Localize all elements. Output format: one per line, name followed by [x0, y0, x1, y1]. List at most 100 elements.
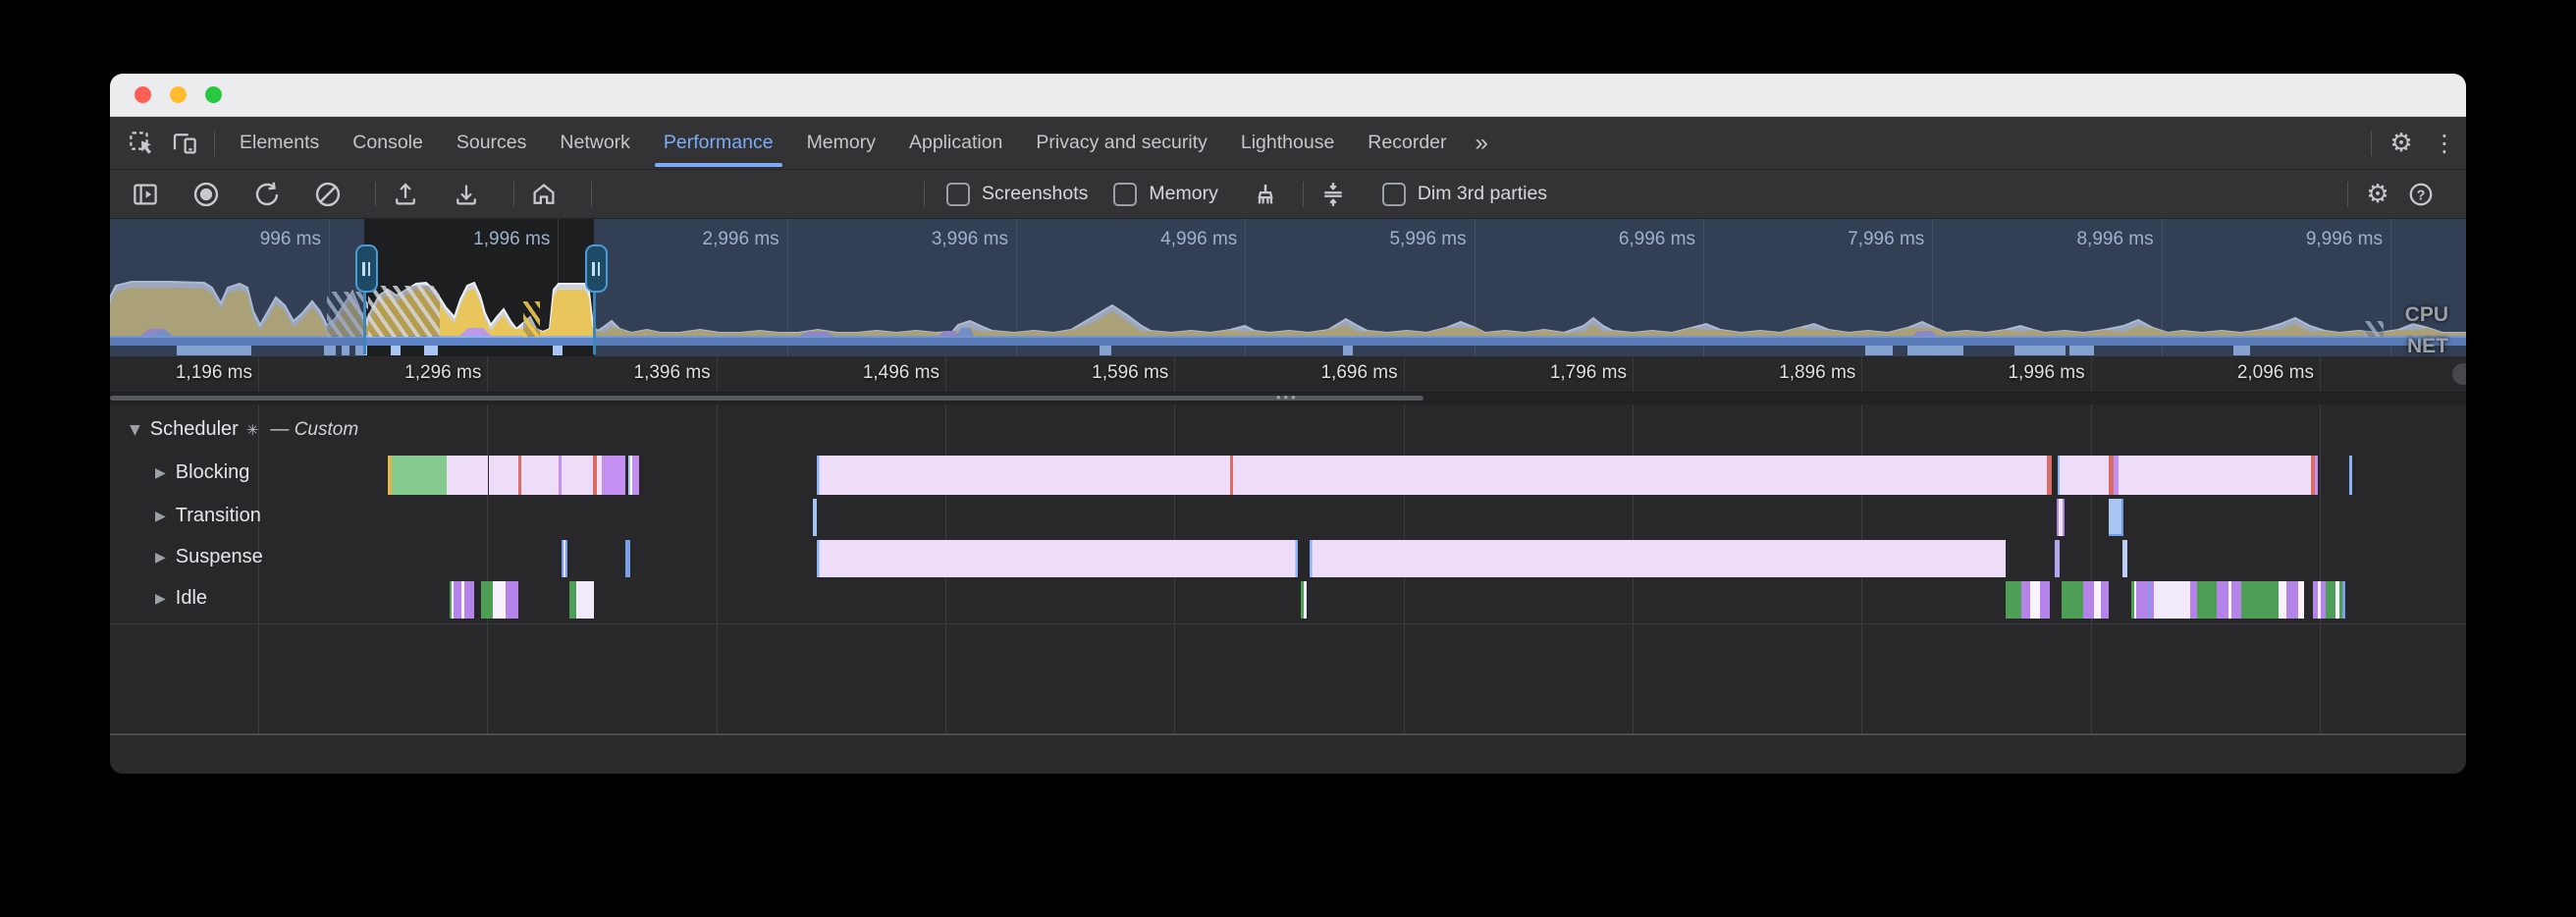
timeline-event-bar[interactable] [2058, 456, 2060, 495]
timeline-event-bar[interactable] [2047, 456, 2052, 495]
timeline-event-bar[interactable] [2279, 581, 2286, 619]
track-header-scheduler[interactable]: ▼ Scheduler ✳ — Custom [130, 418, 358, 441]
timeline-event-bar[interactable] [454, 581, 461, 619]
timeline-event-bar[interactable] [447, 456, 488, 495]
timeline-event-bar[interactable] [506, 581, 518, 619]
tab-recorder[interactable]: Recorder [1368, 132, 1447, 153]
timeline-event-bar[interactable] [388, 456, 392, 495]
inspect-element-icon[interactable] [120, 122, 163, 165]
timeline-overview[interactable]: 996 ms 1,996 ms 2,996 ms 3,996 ms 4,996 ms 5,… [110, 219, 2466, 356]
timeline-event-bar[interactable] [518, 456, 521, 495]
timeline-event-bar[interactable] [461, 581, 464, 619]
garbage-collect-icon[interactable] [1244, 173, 1287, 216]
timeline-event-bar[interactable] [493, 581, 506, 619]
timeline-event-bar[interactable] [521, 456, 559, 495]
tab-sources[interactable]: Sources [456, 132, 527, 153]
track-row-label-suspense[interactable]: ▶ Suspense [155, 546, 263, 568]
timeline-event-bar[interactable] [2060, 456, 2109, 495]
timeline-event-bar[interactable] [817, 456, 2047, 495]
timeline-event-bar[interactable] [2217, 581, 2228, 619]
kebab-menu-icon[interactable]: ⋮ [2433, 129, 2456, 157]
screenshots-checkbox-row[interactable]: Screenshots [946, 182, 1088, 206]
tab-application[interactable]: Application [908, 132, 1003, 153]
timeline-ruler[interactable]: 1,196 ms 1,296 ms 1,396 ms 1,496 ms 1,596 ms… [110, 356, 2466, 393]
timeline-event-bar[interactable] [2083, 581, 2094, 619]
timeline-event-bar[interactable] [1230, 456, 1233, 495]
timeline-event-bar[interactable] [2318, 581, 2321, 619]
timeline-event-bar[interactable] [2057, 499, 2065, 536]
timeline-event-bar[interactable] [2122, 540, 2127, 577]
tab-performance[interactable]: Performance [647, 117, 790, 169]
device-toolbar-icon[interactable] [163, 122, 206, 165]
performance-settings-gear-icon[interactable]: ⚙ [2366, 179, 2389, 209]
timeline-event-bar[interactable] [2342, 581, 2345, 619]
timeline-event-bar[interactable] [2335, 581, 2339, 619]
timeline-event-bar[interactable] [2094, 581, 2101, 619]
timeline-event-bar[interactable] [2349, 456, 2352, 495]
timeline-event-bar[interactable] [628, 456, 632, 495]
timeline-event-bar[interactable] [817, 540, 1298, 577]
timeline-event-bar[interactable] [2321, 581, 2326, 619]
track-row-label-blocking[interactable]: ▶ Blocking [155, 461, 249, 484]
timeline-event-bar[interactable] [2228, 581, 2231, 619]
zoom-window-button[interactable] [205, 86, 222, 103]
timeline-event-bar[interactable] [2136, 581, 2148, 619]
timeline-event-bar[interactable] [2109, 456, 2114, 495]
timeline-event-bar[interactable] [2021, 581, 2030, 619]
tab-network[interactable]: Network [560, 132, 630, 153]
scroll-knob[interactable] [2452, 363, 2466, 385]
timeline-event-bar[interactable] [1310, 540, 2006, 577]
timeline-event-bar[interactable] [2148, 581, 2150, 619]
timeline-event-bar[interactable] [1301, 581, 1304, 619]
timeline-event-bar[interactable] [2313, 581, 2318, 619]
timeline-event-bar[interactable] [2154, 581, 2190, 619]
timeline-event-bar[interactable] [2315, 456, 2318, 495]
timeline-event-bar[interactable] [562, 456, 593, 495]
screenshots-checkbox[interactable] [946, 182, 970, 206]
track-row-label-idle[interactable]: ▶ Idle [155, 587, 207, 610]
timeline-event-bar[interactable] [1304, 581, 1307, 619]
tab-lighthouse[interactable]: Lighthouse [1240, 132, 1335, 153]
timeline-event-bar[interactable] [2055, 540, 2060, 577]
timeline-event-bar[interactable] [2119, 456, 2311, 495]
expand-row-icon[interactable]: ▶ [155, 464, 166, 481]
memory-checkbox-row[interactable]: Memory [1113, 182, 1218, 206]
timeline-event-bar[interactable] [2101, 581, 2109, 619]
toggle-sidebar-icon[interactable] [124, 173, 167, 216]
tab-elements[interactable]: Elements [240, 132, 320, 153]
timeline-event-bar[interactable] [2298, 581, 2304, 619]
timeline-event-bar[interactable] [2241, 581, 2279, 619]
timeline-event-bar[interactable] [2040, 581, 2050, 619]
timeline-event-bar[interactable] [481, 581, 493, 619]
timeline-event-bar[interactable] [813, 499, 817, 536]
selection-handle-right[interactable] [584, 244, 608, 293]
track-area[interactable]: ▼ Scheduler ✳ — Custom ▶ Blocking ▶ Transition ▶… [110, 405, 2466, 735]
divider-drag-handle[interactable]: ••• [1276, 390, 1299, 405]
close-window-button[interactable] [134, 86, 151, 103]
timeline-event-bar[interactable] [2286, 581, 2298, 619]
timeline-event-bar[interactable] [2231, 581, 2241, 619]
timeline-event-bar[interactable] [2339, 581, 2342, 619]
record-button[interactable] [185, 173, 228, 216]
timeline-event-bar[interactable] [625, 540, 630, 577]
timeline-event-bar[interactable] [597, 456, 602, 495]
timeline-event-bar[interactable] [2326, 581, 2335, 619]
timeline-event-bar[interactable] [464, 581, 474, 619]
expand-row-icon[interactable]: ▶ [155, 508, 166, 524]
expand-row-icon[interactable]: ▶ [155, 549, 166, 566]
memory-checkbox[interactable] [1113, 182, 1138, 206]
timeline-event-bar[interactable] [392, 456, 447, 495]
expand-row-icon[interactable]: ▶ [155, 590, 166, 607]
tab-memory[interactable]: Memory [806, 132, 876, 153]
timeline-event-bar[interactable] [632, 456, 639, 495]
upload-profile-icon[interactable] [384, 173, 427, 216]
selection-handle-left[interactable] [354, 244, 378, 293]
horizontal-scrollbar-thumb[interactable] [110, 396, 1423, 401]
collapse-track-icon[interactable]: ▼ [130, 421, 140, 438]
download-profile-icon[interactable] [445, 173, 488, 216]
timeline-event-bar[interactable] [2134, 581, 2136, 619]
settings-gear-icon[interactable]: ⚙ [2389, 128, 2413, 158]
timeline-event-bar[interactable] [2150, 581, 2154, 619]
more-tabs-button[interactable]: » [1475, 129, 1488, 156]
timeline-event-bar[interactable] [2197, 581, 2217, 619]
